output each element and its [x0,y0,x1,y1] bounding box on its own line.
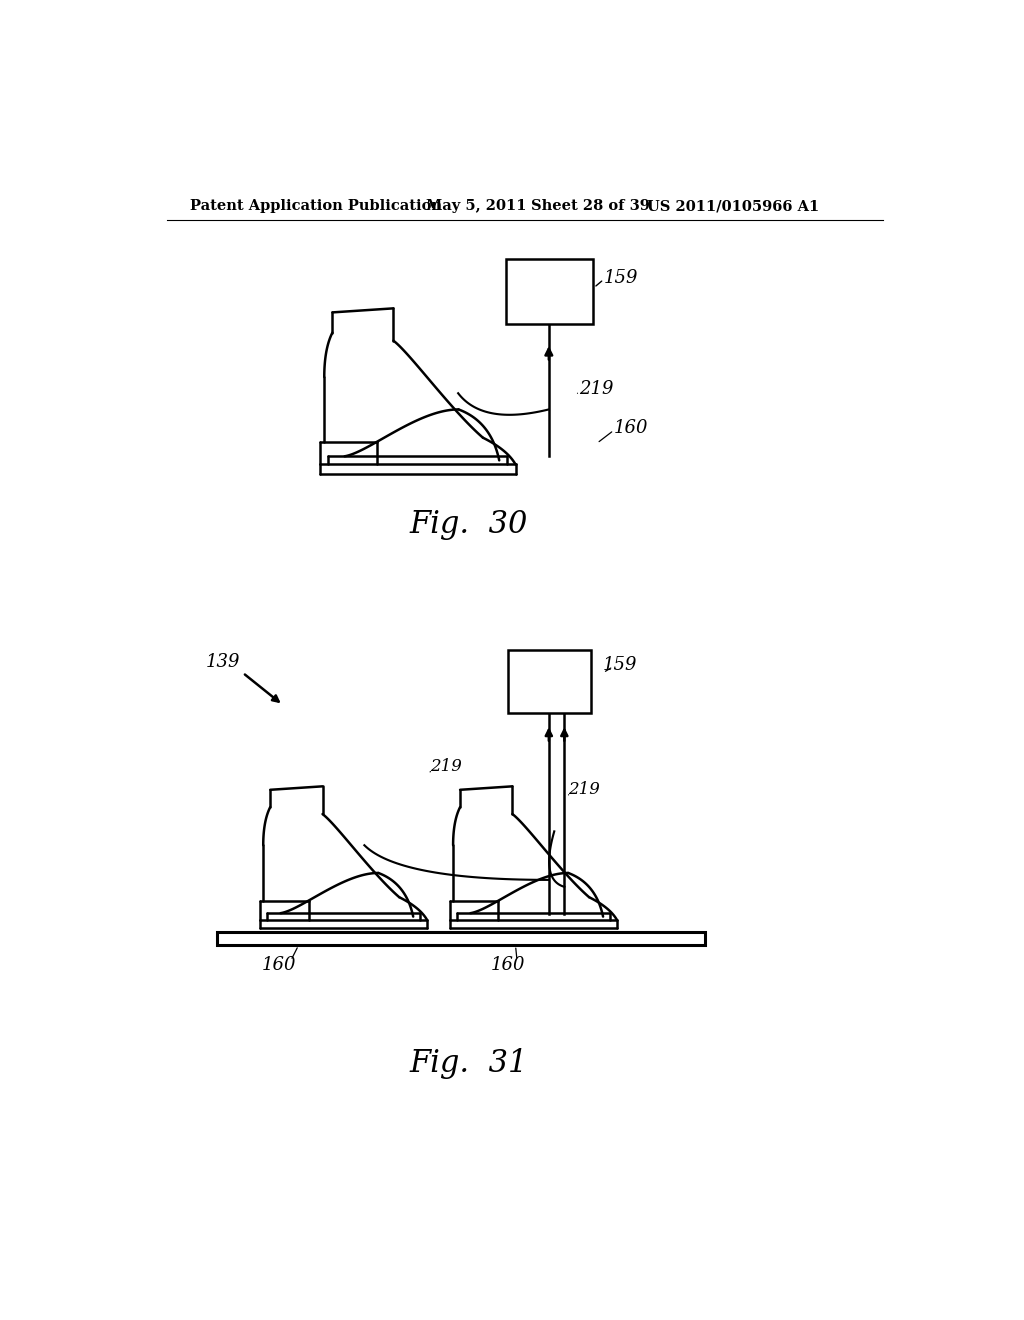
Text: 159: 159 [602,656,637,675]
Text: Fig.  31: Fig. 31 [410,1048,528,1078]
Text: 219: 219 [579,380,613,399]
Text: 160: 160 [490,956,525,974]
Text: Sheet 28 of 39: Sheet 28 of 39 [531,199,650,213]
Bar [506,259,593,323]
Text: Fig.  30: Fig. 30 [410,508,528,540]
Text: 159: 159 [604,269,638,286]
Text: 139: 139 [205,653,240,671]
Text: 160: 160 [262,956,296,974]
Text: 160: 160 [614,418,648,437]
Text: 219: 219 [430,758,462,775]
Text: 219: 219 [568,781,600,799]
Text: US 2011/0105966 A1: US 2011/0105966 A1 [647,199,819,213]
Text: May 5, 2011: May 5, 2011 [426,199,527,213]
Bar [508,649,592,713]
Bar [217,932,706,945]
Text: Patent Application Publication: Patent Application Publication [190,199,442,213]
